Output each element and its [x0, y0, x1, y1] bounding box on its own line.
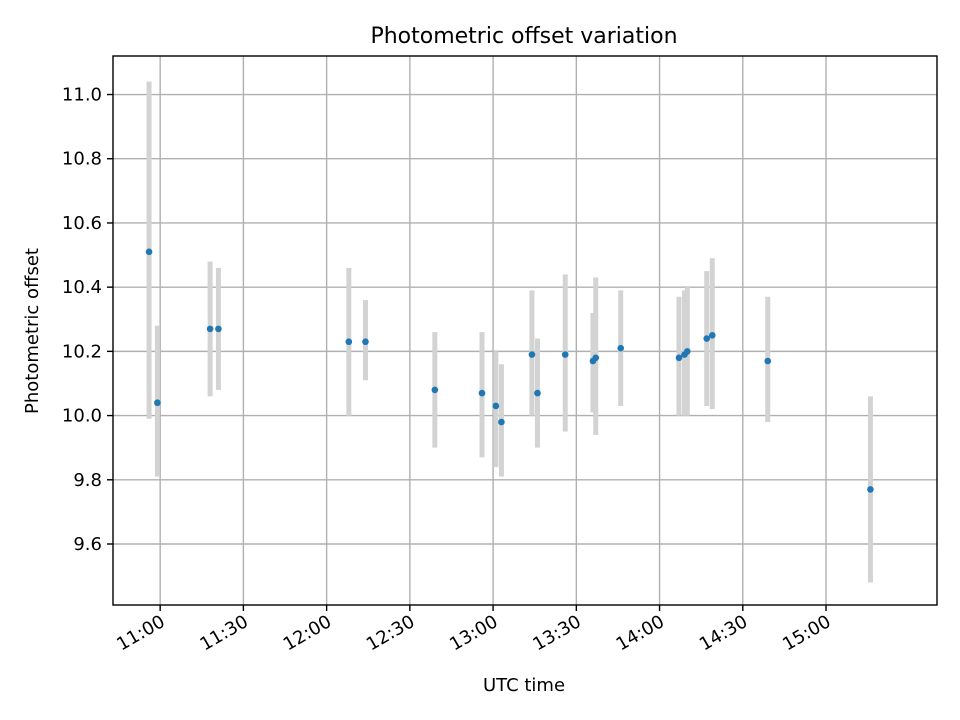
data-point — [145, 248, 153, 256]
data-point — [617, 344, 625, 352]
data-point — [492, 402, 500, 410]
x-tick-label: 11:00 — [113, 611, 168, 655]
data-point — [561, 351, 569, 358]
data-point — [708, 332, 716, 339]
y-axis-title: Photometric offset — [22, 248, 43, 414]
x-axis-title: UTC time — [483, 675, 565, 696]
x-tick-label: 14:30 — [696, 611, 751, 655]
data-point — [154, 399, 161, 407]
errorbar-layer — [146, 81, 873, 583]
x-tick-label: 13:00 — [446, 611, 501, 655]
data-point — [764, 357, 772, 365]
data-point — [206, 325, 214, 333]
data-point — [431, 386, 439, 394]
data-point — [478, 389, 486, 397]
x-tick-label: 13:30 — [529, 611, 584, 655]
data-point — [684, 348, 691, 355]
y-tick-label: 10.6 — [62, 213, 102, 234]
chart-title: Photometric offset variation — [370, 24, 677, 49]
y-tick-label: 10.8 — [62, 149, 102, 170]
data-point — [675, 354, 683, 362]
x-tick-label: 11:30 — [196, 611, 251, 655]
data-point — [592, 354, 600, 362]
data-point — [498, 418, 505, 426]
data-point — [534, 389, 541, 397]
x-tick-label: 14:00 — [613, 611, 668, 655]
y-tick-label: 10.0 — [62, 406, 102, 427]
data-point — [345, 338, 353, 346]
x-tick-label: 15:00 — [779, 611, 834, 655]
y-tick-label: 10.4 — [62, 277, 102, 298]
data-point — [215, 325, 222, 333]
plot-area-frame — [112, 55, 938, 606]
y-tick-label: 11.0 — [62, 85, 102, 106]
tick-layer: 9.6 9.8 10.0 10.2 10.4 10.6 10.8 11.0 11:00 11:30… — [62, 85, 835, 656]
data-point — [867, 486, 874, 493]
grid-layer — [113, 56, 937, 605]
y-tick-label: 10.2 — [62, 341, 102, 362]
x-tick-label: 12:00 — [280, 611, 335, 655]
data-point — [362, 338, 369, 346]
y-tick-label: 9.8 — [73, 470, 102, 491]
data-point — [528, 351, 536, 358]
x-tick-label: 12:30 — [363, 611, 418, 655]
data-point — [703, 335, 711, 342]
point-layer — [145, 248, 874, 493]
y-tick-label: 9.6 — [73, 534, 102, 555]
